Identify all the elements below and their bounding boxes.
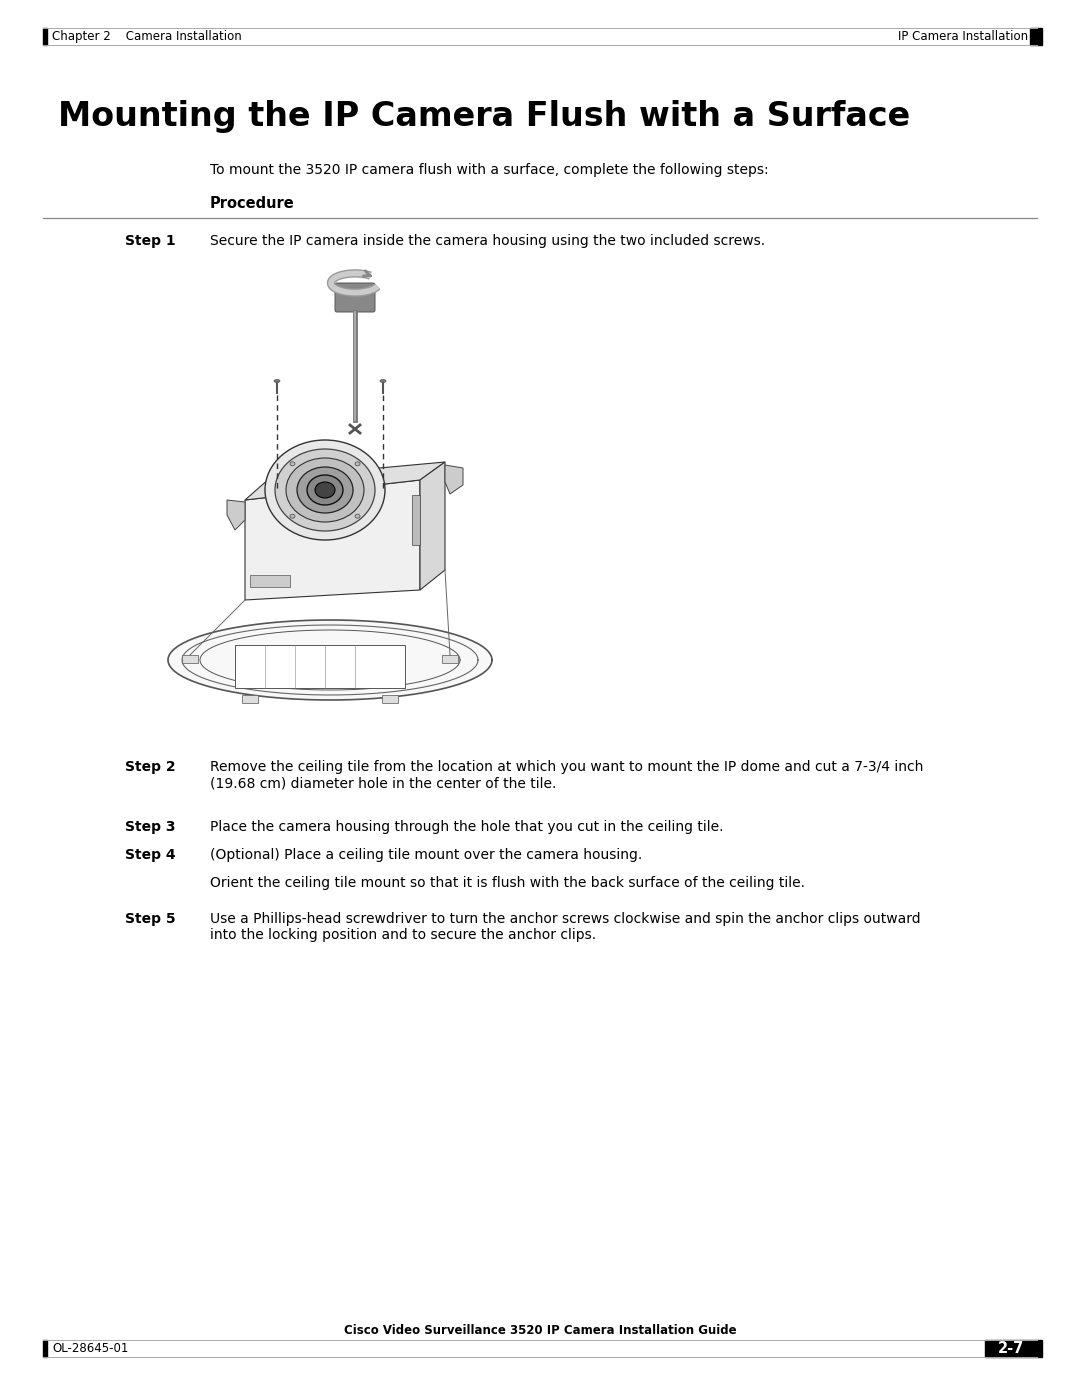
- Ellipse shape: [275, 448, 375, 531]
- Text: (Optional) Place a ceiling tile mount over the camera housing.: (Optional) Place a ceiling tile mount ov…: [210, 848, 643, 862]
- Polygon shape: [420, 462, 445, 590]
- Text: Orient the ceiling tile mount so that it is flush with the back surface of the c: Orient the ceiling tile mount so that it…: [210, 876, 805, 890]
- Polygon shape: [245, 481, 420, 599]
- Ellipse shape: [265, 440, 384, 541]
- Ellipse shape: [289, 514, 295, 518]
- Text: 2-7: 2-7: [998, 1341, 1024, 1356]
- Polygon shape: [227, 500, 245, 529]
- Text: Use a Phillips-head screwdriver to turn the anchor screws clockwise and spin the: Use a Phillips-head screwdriver to turn …: [210, 912, 920, 942]
- Text: Step 5: Step 5: [125, 912, 176, 926]
- Bar: [337, 302, 373, 305]
- Text: Step 1: Step 1: [125, 235, 176, 249]
- Bar: [249, 576, 291, 587]
- Bar: [411, 495, 420, 545]
- Bar: [337, 292, 373, 293]
- Bar: [183, 655, 198, 664]
- Text: Step 4: Step 4: [125, 848, 176, 862]
- Text: Cisco Video Surveillance 3520 IP Camera Installation Guide: Cisco Video Surveillance 3520 IP Camera …: [343, 1324, 737, 1337]
- Text: OL-28645-01: OL-28645-01: [52, 1343, 129, 1355]
- Bar: [382, 694, 399, 703]
- Polygon shape: [445, 465, 463, 495]
- FancyBboxPatch shape: [335, 284, 375, 312]
- Bar: [1030, 28, 1042, 45]
- Polygon shape: [245, 462, 445, 500]
- Text: Procedure: Procedure: [210, 196, 295, 211]
- Text: Place the camera housing through the hole that you cut in the ceiling tile.: Place the camera housing through the hol…: [210, 820, 724, 834]
- Bar: [337, 299, 373, 300]
- Bar: [985, 1340, 1042, 1356]
- Ellipse shape: [289, 462, 295, 465]
- Bar: [337, 306, 373, 307]
- Ellipse shape: [355, 462, 360, 465]
- Text: Step 3: Step 3: [125, 820, 175, 834]
- Ellipse shape: [274, 380, 280, 383]
- Text: Remove the ceiling tile from the location at which you want to mount the IP dome: Remove the ceiling tile from the locatio…: [210, 760, 923, 791]
- Bar: [235, 645, 405, 687]
- Text: To mount the 3520 IP camera flush with a surface, complete the following steps:: To mount the 3520 IP camera flush with a…: [210, 163, 769, 177]
- Polygon shape: [168, 620, 492, 700]
- Bar: [43, 1340, 48, 1356]
- Text: IP Camera Installation: IP Camera Installation: [897, 29, 1028, 43]
- Ellipse shape: [307, 475, 343, 504]
- Text: Mounting the IP Camera Flush with a Surface: Mounting the IP Camera Flush with a Surf…: [58, 101, 910, 133]
- Text: Step 2: Step 2: [125, 760, 176, 774]
- Bar: [242, 694, 258, 703]
- Ellipse shape: [380, 380, 386, 383]
- Bar: [442, 655, 458, 664]
- Ellipse shape: [286, 458, 364, 522]
- Text: Secure the IP camera inside the camera housing using the two included screws.: Secure the IP camera inside the camera h…: [210, 235, 765, 249]
- Ellipse shape: [315, 482, 335, 497]
- Text: Chapter 2    Camera Installation: Chapter 2 Camera Installation: [52, 29, 242, 43]
- Bar: [43, 28, 48, 45]
- Bar: [337, 295, 373, 298]
- Ellipse shape: [355, 514, 360, 518]
- Bar: [337, 288, 373, 291]
- Ellipse shape: [297, 467, 353, 513]
